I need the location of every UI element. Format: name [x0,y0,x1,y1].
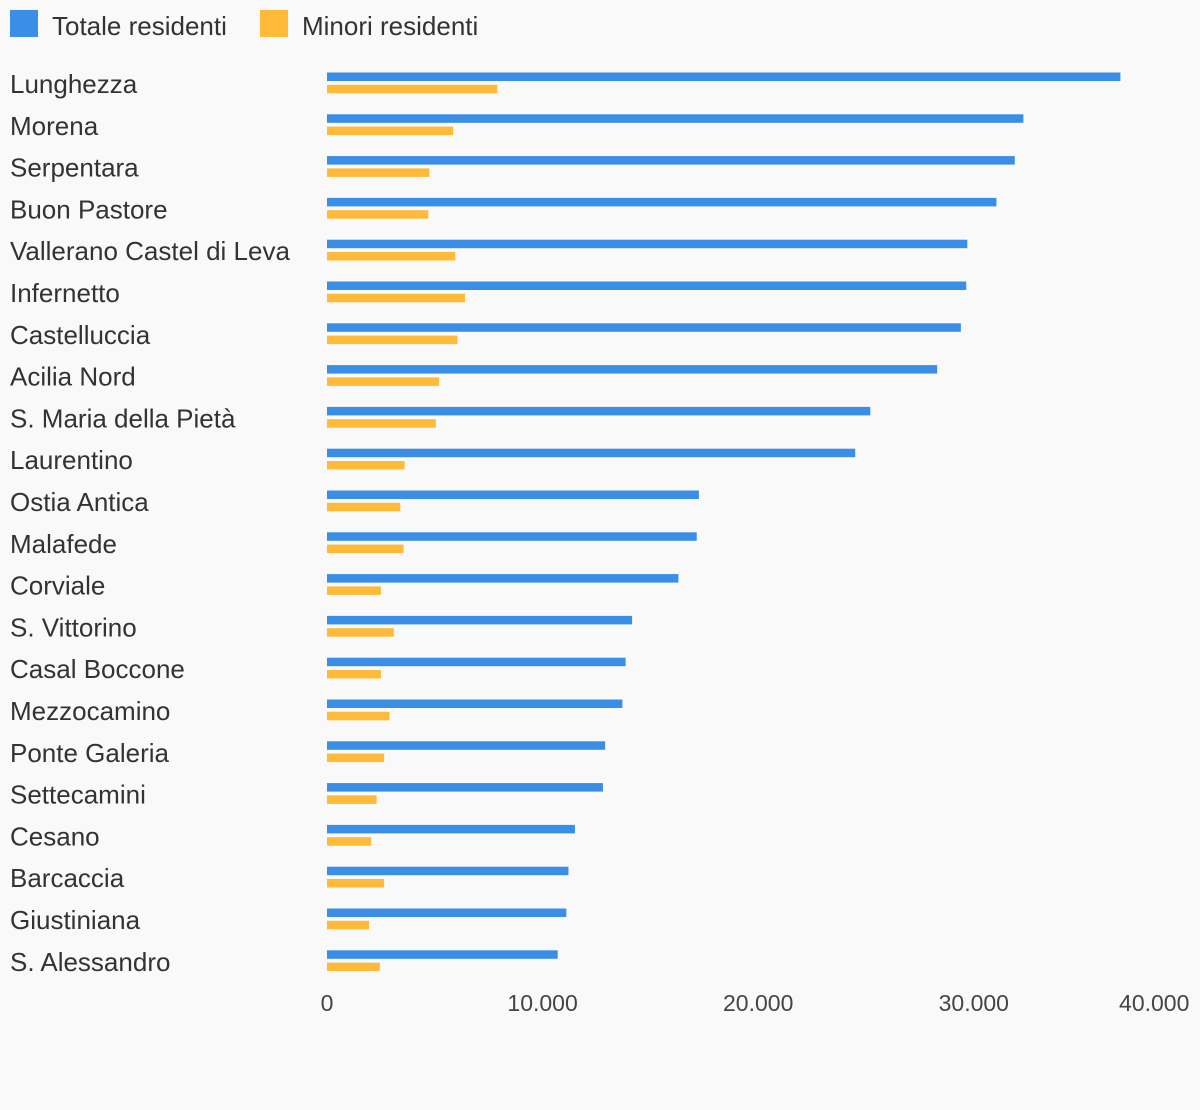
bar-minori-s-vittorino [327,628,394,637]
x-tick-label: 10.000 [507,990,577,1016]
category-label-ostia-antica: Ostia Antica [10,487,149,517]
category-label-giustiniana: Giustiniana [10,905,141,935]
bar-totale-giustiniana [327,908,567,917]
bar-totale-laurentino [327,448,856,458]
x-tick-label: 40.000 [1119,990,1189,1016]
bar-minori-ponte-galeria [327,753,385,763]
legend-label-totale: Totale residenti [52,11,227,41]
bar-totale-lunghezza [327,72,1121,81]
category-label-vallerano-castel-di-leva: Vallerano Castel di Leva [10,236,290,266]
bar-minori-corviale [327,586,381,595]
legend-swatch-minori [260,10,288,37]
category-label-morena: Morena [10,111,99,141]
category-label-malafede: Malafede [10,529,117,559]
bar-totale-castelluccia [327,323,961,332]
bar-minori-infernetto [327,293,465,303]
bar-minori-buon-pastore [327,210,429,219]
category-label-serpentara: Serpentara [10,153,139,183]
category-label-s-alessandro: S. Alessandro [10,947,170,977]
category-label-infernetto: Infernetto [10,278,120,308]
bar-totale-barcaccia [327,866,569,876]
bar-minori-ostia-antica [327,502,401,512]
bar-minori-laurentino [327,461,405,470]
legend: Totale residenti Minori residenti [10,10,478,41]
bar-minori-serpentara [327,168,430,177]
bar-minori-lunghezza [327,84,498,94]
bar-totale-buon-pastore [327,197,997,207]
bar-minori-acilia-nord [327,377,440,386]
bar-minori-vallerano-castel-di-leva [327,252,456,261]
x-axis: 0 10.000 20.000 30.000 40.000 [321,990,1190,1016]
bar-minori-giustiniana [327,920,370,930]
bars [327,72,1121,972]
legend-label-minori: Minori residenti [302,11,478,41]
category-label-s-vittorino: S. Vittorino [10,612,137,642]
bar-totale-acilia-nord [327,365,938,374]
bar-minori-castelluccia [327,335,458,345]
category-label-lunghezza: Lunghezza [10,69,138,99]
x-tick-label: 20.000 [723,990,793,1016]
legend-swatch-totale [10,10,38,37]
bar-minori-s-alessandro [327,962,380,972]
bar-totale-mezzocamino [327,699,623,708]
bar-totale-corviale [327,574,679,583]
bar-totale-s-maria-della-pieta [327,406,871,416]
x-tick-label: 0 [321,990,334,1016]
category-label-laurentino: Laurentino [10,445,133,475]
bar-totale-casal-boccone [327,657,626,667]
category-label-acilia-nord: Acilia Nord [10,362,136,392]
category-label-corviale: Corviale [10,571,105,601]
category-label-s-maria-della-pieta: S. Maria della Pietà [10,403,236,433]
category-label-settecamini: Settecamini [10,780,146,810]
bar-totale-morena [327,114,1024,123]
bar-totale-vallerano-castel-di-leva [327,239,968,249]
bar-totale-serpentara [327,156,1015,165]
bar-minori-settecamini [327,795,377,804]
bar-minori-casal-boccone [327,670,381,679]
category-label-cesano: Cesano [10,821,100,851]
bar-totale-settecamini [327,783,603,792]
bar-totale-ponte-galeria [327,741,606,750]
bar-minori-malafede [327,544,404,554]
category-label-castelluccia: Castelluccia [10,320,151,350]
bar-totale-cesano [327,824,575,834]
bar-totale-s-alessandro [327,950,558,959]
bar-minori-barcaccia [327,879,385,888]
bar-totale-infernetto [327,281,967,290]
bar-totale-ostia-antica [327,490,699,499]
category-label-ponte-galeria: Ponte Galeria [10,738,170,768]
category-label-casal-boccone: Casal Boccone [10,654,185,684]
category-label-buon-pastore: Buon Pastore [10,194,168,224]
bar-minori-s-maria-della-pieta [327,419,436,428]
bar-minori-mezzocamino [327,711,390,721]
bar-minori-cesano [327,837,372,846]
bar-minori-morena [327,126,454,136]
bar-totale-malafede [327,532,697,541]
category-labels: Lunghezza Morena Serpentara Buon Pastore Val… [10,69,290,977]
category-label-barcaccia: Barcaccia [10,863,125,893]
x-tick-label: 30.000 [939,990,1009,1016]
bar-totale-s-vittorino [327,615,633,625]
category-label-mezzocamino: Mezzocamino [10,696,170,726]
